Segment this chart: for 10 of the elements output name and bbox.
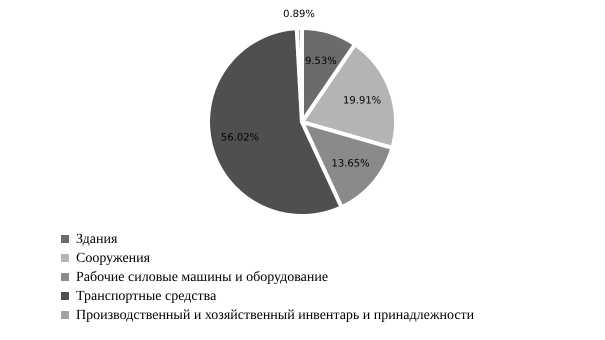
legend-label: Производственный и хозяйственный инвентарь и принадлежности [76, 308, 475, 323]
legend-label: Транспортные средства [76, 289, 218, 304]
data-label: 19.91% [343, 95, 382, 106]
legend-label: Рабочие силовые машины и оборудование [76, 270, 328, 285]
legend-label: Сооружения [76, 251, 151, 266]
data-label: 56.02% [220, 132, 260, 144]
legend-label: Здания [76, 232, 118, 247]
data-label: 0.89% [283, 9, 315, 20]
data-label: 9.53% [304, 56, 337, 67]
data-label: 13.65% [331, 158, 370, 170]
